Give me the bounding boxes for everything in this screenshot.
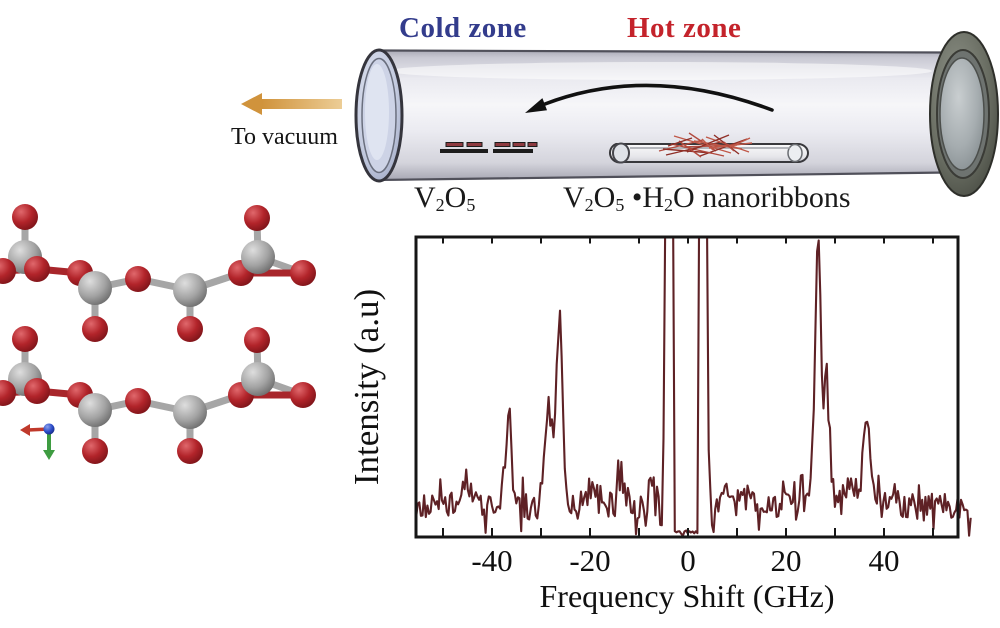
nanoribbon-line xyxy=(667,137,693,147)
x-tick-label: 0 xyxy=(680,543,696,578)
deposit-film-dash xyxy=(527,142,538,147)
x-tick-label: -40 xyxy=(471,543,512,578)
axis-origin-dot xyxy=(43,423,55,435)
vanadium-atom xyxy=(173,395,207,429)
nanoribbon-line xyxy=(693,140,743,150)
nanoribbon-line xyxy=(701,138,714,151)
brillouin-spectrum-line xyxy=(414,235,972,537)
tube-glass-highlight xyxy=(388,62,932,80)
oxygen-atom xyxy=(125,266,151,292)
oxygen-atom xyxy=(0,380,16,406)
vacuum-arrow-icon xyxy=(241,93,342,115)
oxygen-atom xyxy=(244,327,270,353)
transport-arrow-icon xyxy=(525,83,774,113)
crystal-layer xyxy=(0,326,316,464)
x-tick-label: 20 xyxy=(771,543,802,578)
oxygen-atom xyxy=(290,260,316,286)
nanoribbon-line xyxy=(708,142,753,149)
deposit-substrate-bar xyxy=(493,149,533,153)
x-tick-label: 40 xyxy=(869,543,900,578)
nanoribbons-scribble-icon xyxy=(658,132,753,158)
spectrum-trace xyxy=(414,235,972,537)
oxygen-atom xyxy=(125,388,151,414)
axis-x-arrowhead xyxy=(20,424,30,436)
axes-indicator-icon xyxy=(20,423,55,460)
oxygen-atom xyxy=(82,438,108,464)
oxygen-atom xyxy=(177,438,203,464)
tube-top-edge xyxy=(377,49,949,54)
oxygen-atom xyxy=(290,382,316,408)
oxygen-atom xyxy=(12,204,38,230)
nanoribbon-line xyxy=(723,141,735,152)
vanadium-atom xyxy=(241,362,275,396)
oxygen-atom xyxy=(0,258,16,284)
tube-schematic xyxy=(241,31,999,197)
nanoribbon-line xyxy=(729,137,751,148)
tube-right-cap xyxy=(929,31,999,197)
plot-frame xyxy=(414,235,960,539)
deposit-film-dash xyxy=(512,142,526,147)
deposit-film-dash xyxy=(466,142,483,147)
oxygen-atom xyxy=(24,256,50,282)
deposit-films xyxy=(440,142,538,153)
deposit-film-dash xyxy=(445,142,464,147)
spectrum-plot: -40 -20 0 20 40 xyxy=(414,235,972,578)
crystal-structure xyxy=(0,204,316,464)
nanoribbon-line xyxy=(686,134,730,153)
oxygen-atom xyxy=(24,378,50,404)
nanoribbon-line xyxy=(662,148,713,154)
nanoribbon-line xyxy=(678,140,702,158)
tube-bottom-edge xyxy=(377,171,949,182)
x-tick-labels: -40 -20 0 20 40 xyxy=(471,543,899,578)
tube-left-opening xyxy=(354,48,404,183)
boat-far-end xyxy=(787,143,803,163)
boat-open-end xyxy=(612,142,630,164)
nanoribbon-line xyxy=(670,143,725,157)
crystal-layer xyxy=(0,204,316,342)
deposit-substrate-bar xyxy=(440,149,488,153)
oxygen-atom xyxy=(82,316,108,342)
vanadium-atom xyxy=(241,240,275,274)
deposit-film-dash xyxy=(494,142,511,147)
oxygen-atom xyxy=(177,316,203,342)
axis-y-arrowhead xyxy=(43,450,55,460)
vanadium-atom xyxy=(78,393,112,427)
vanadium-atom xyxy=(173,273,207,307)
nanoribbon-line xyxy=(673,135,732,154)
oxygen-atom xyxy=(12,326,38,352)
vanadium-atom xyxy=(78,271,112,305)
oxygen-atom xyxy=(244,205,270,231)
plot-border xyxy=(414,235,960,539)
x-tick-label: -20 xyxy=(569,543,610,578)
